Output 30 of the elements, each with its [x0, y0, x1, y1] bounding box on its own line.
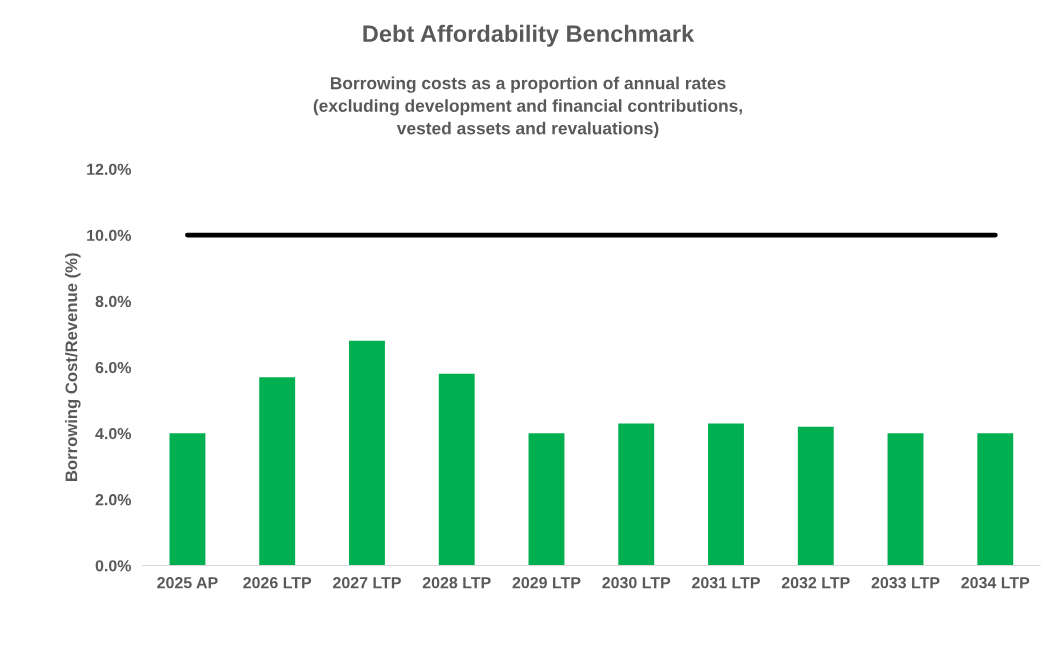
chart-subtitle: Borrowing costs as a proportion of annual rates (excluding development and financial contributions, vested assets and revaluations): [313, 76, 742, 138]
x-tick-label: 2031 LTP: [692, 577, 760, 589]
x-tick-label: 2032 LTP: [781, 577, 850, 589]
y-tick-label: 4.0%: [95, 427, 132, 440]
bar: [797, 426, 834, 566]
bar: [977, 433, 1014, 566]
bar: [169, 433, 206, 566]
y-tick-label: 12.0%: [87, 163, 132, 175]
x-tick-label: 2026 LTP: [243, 577, 312, 589]
bar: [618, 423, 655, 566]
y-tick-label: 6.0%: [95, 361, 132, 374]
x-tick-label: 2033 LTP: [871, 577, 940, 589]
bar: [259, 377, 296, 566]
x-tick-label: 2025 AP: [157, 577, 218, 589]
y-tick-label: 2.0%: [95, 494, 132, 506]
x-tick-label: 2028 LTP: [422, 577, 491, 589]
y-tick-label: 10.0%: [87, 229, 132, 242]
y-tick-label: 8.0%: [95, 295, 132, 308]
x-tick-label: 2030 LTP: [602, 577, 671, 589]
x-tick-label: 2027 LTP: [333, 577, 401, 589]
bar: [528, 433, 565, 566]
bar: [887, 433, 924, 566]
bar: [708, 423, 744, 566]
bar: [349, 340, 385, 566]
y-axis-title: Borrowing Cost/Revenue (%): [65, 253, 81, 481]
y-tick-label: 0.0%: [95, 560, 132, 572]
x-tick-label: 2034 LTP: [961, 577, 1030, 589]
chart-title: Debt Affordability Benchmark: [363, 24, 695, 47]
bar: [438, 373, 475, 566]
x-tick-label: 2029 LTP: [512, 577, 581, 589]
